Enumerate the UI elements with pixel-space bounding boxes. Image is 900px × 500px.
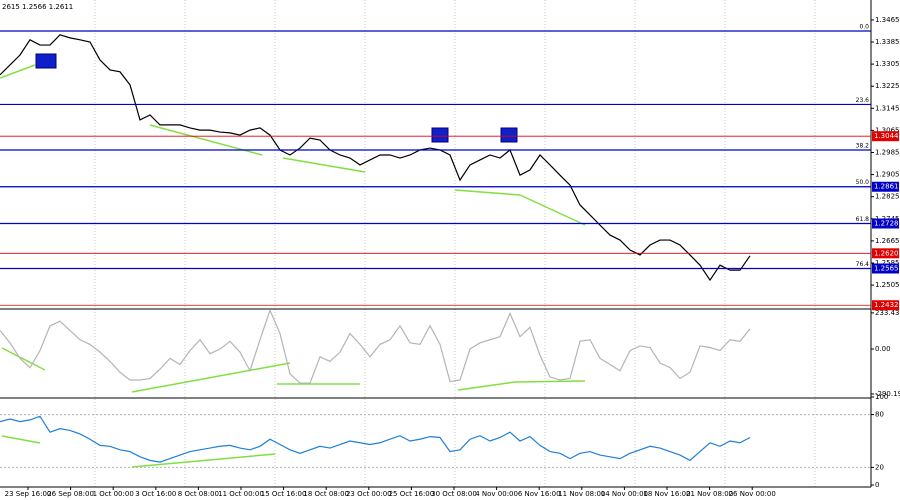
y-tick-label: 1.2985 — [875, 148, 900, 156]
x-tick-label: 23 Sep 16:00 — [5, 490, 52, 498]
y-tick-label: -290.198 — [875, 390, 900, 398]
y-tick-label: 1.3385 — [875, 38, 900, 46]
x-tick-label: 6 Nov 16:00 — [518, 490, 561, 498]
y-tick-label: 1.2665 — [875, 237, 900, 245]
price-tag — [872, 300, 899, 311]
y-tick-label: 1.3305 — [875, 60, 900, 68]
x-tick-label: 1 Oct 00:00 — [93, 490, 134, 498]
x-tick-label: 18 Oct 08:00 — [303, 490, 349, 498]
price-tag — [872, 181, 899, 192]
signal-box — [35, 53, 57, 69]
trendline — [0, 64, 36, 79]
price-tag-label: 1.2432 — [874, 301, 899, 309]
x-tick-label: 11 Oct 00:00 — [218, 490, 264, 498]
y-tick-label: 0 — [875, 481, 879, 489]
price-tag-label: 1.2620 — [874, 249, 899, 257]
fib-label: 50.0 — [856, 179, 870, 186]
price-tag-label: 1.2861 — [874, 183, 899, 191]
fib-label: 61.8 — [856, 216, 870, 223]
x-tick-label: 30 Oct 08:00 — [431, 490, 477, 498]
y-tick-label: 1.3145 — [875, 104, 900, 112]
y-tick-label: 1.2585 — [875, 259, 900, 267]
trendline — [454, 189, 521, 196]
x-tick-label: 11 Nov 08:00 — [558, 490, 605, 498]
panel-frames — [0, 0, 872, 488]
signal-box — [500, 127, 518, 143]
y-tick-label: 0.00 — [875, 345, 891, 353]
trendline — [519, 194, 586, 226]
series-line — [0, 34, 751, 282]
trendline — [457, 381, 516, 391]
trendline — [131, 453, 276, 468]
y-tick-label: 1.3065 — [875, 126, 900, 134]
x-tick-label: 21 Nov 08:00 — [686, 490, 733, 498]
x-tick-label: 18 Nov 16:00 — [643, 490, 690, 498]
x-tick-label: 3 Oct 16:00 — [135, 490, 176, 498]
price-tag — [872, 131, 899, 142]
x-tick-label: 26 Sep 08:00 — [47, 490, 94, 498]
price-tag-label: 1.2565 — [874, 265, 899, 273]
x-tick-label: 23 Oct 00:00 — [346, 490, 392, 498]
series-line — [0, 308, 751, 384]
signal-box — [431, 127, 449, 143]
x-tick-label: 14 Nov 00:00 — [601, 490, 648, 498]
trend-drawings — [0, 34, 751, 468]
fib-label: 0.0 — [859, 23, 869, 30]
header: 2615 1.2566 1.2611 — [2, 3, 73, 11]
trendline — [514, 380, 586, 383]
trendline — [1, 435, 41, 444]
price-tag-label: 1.3044 — [874, 132, 899, 140]
x-tick-label: 8 Oct 08:00 — [178, 490, 219, 498]
y-tick-label: 1.2505 — [875, 281, 900, 289]
x-tick-label: 26 Nov 00:00 — [729, 490, 776, 498]
y-tick-label: 1.2825 — [875, 193, 900, 201]
price-tag — [872, 248, 899, 259]
y-tick-label: 233.4378 — [875, 309, 900, 317]
y-tick-label: 1.3465 — [875, 16, 900, 24]
signal-boxes — [35, 53, 518, 143]
fib-label: 23.6 — [856, 97, 870, 104]
trendline — [1, 347, 46, 371]
price-tag-label: 1.2728 — [874, 219, 899, 227]
y-tick-label: 1.2905 — [875, 171, 900, 179]
price-tag — [872, 263, 899, 274]
x-tick-label: 4 Nov 00:00 — [475, 490, 518, 498]
x-tick-label: 15 Oct 16:00 — [261, 490, 307, 498]
trendline — [131, 362, 291, 393]
y-tick-label: 20 — [875, 463, 884, 471]
y-tick-label: 80 — [875, 411, 884, 419]
price-tag — [872, 218, 899, 229]
series-line — [0, 415, 751, 463]
x-tick-label: 25 Oct 16:00 — [389, 490, 435, 498]
trendline — [282, 157, 366, 173]
fib-label: 76.4 — [856, 261, 870, 268]
y-tick-label: 100 — [875, 393, 888, 401]
y-tick-label: 1.3225 — [875, 82, 900, 90]
fib-label: 38.2 — [856, 143, 870, 150]
vertical-grid — [94, 0, 816, 487]
